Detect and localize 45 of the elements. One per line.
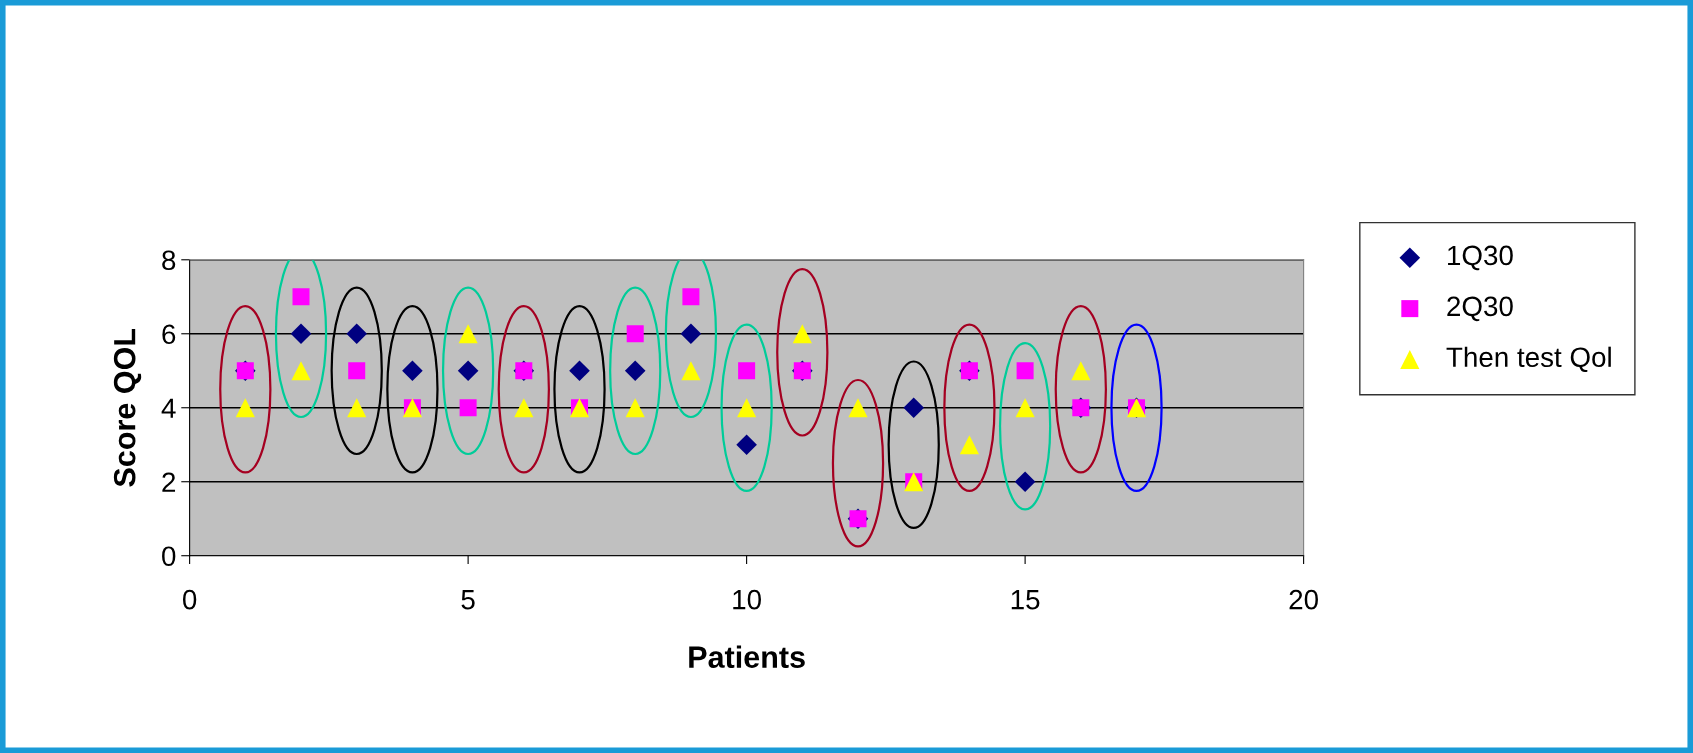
x-axis-title: Patients (689, 645, 805, 668)
point (457, 360, 479, 382)
legend-label: Then test Qol (1446, 346, 1611, 373)
y-tick-label: 6 (162, 324, 176, 345)
point (959, 435, 979, 455)
point (736, 434, 757, 456)
legend-label: 2Q30 (1447, 296, 1513, 322)
y-axis-title: Score QOL (113, 328, 142, 487)
point (402, 360, 423, 382)
point (1015, 398, 1035, 418)
point (792, 324, 812, 344)
point (291, 361, 311, 381)
x-tick-label: 10 (733, 589, 761, 610)
point (290, 323, 312, 345)
point (458, 324, 478, 344)
point (569, 360, 590, 382)
point (235, 398, 255, 418)
point (681, 361, 701, 381)
point (514, 398, 534, 418)
point (1016, 362, 1034, 380)
point (624, 360, 646, 382)
point (625, 398, 645, 418)
point (682, 288, 700, 306)
point (1071, 361, 1091, 381)
point (346, 323, 368, 345)
point (1014, 471, 1036, 493)
point (680, 323, 702, 345)
point (737, 398, 757, 418)
y-tick-label: 2 (162, 472, 176, 492)
x-tick-label: 5 (461, 590, 475, 610)
x-tick-label: 15 (1011, 590, 1040, 610)
point (738, 362, 756, 380)
point (903, 397, 925, 419)
point (848, 398, 868, 418)
x-tick-label: 20 (1289, 589, 1318, 610)
legend-label: 1Q30 (1448, 245, 1513, 271)
point (348, 362, 366, 380)
y-tick-label: 0 (162, 546, 176, 567)
point (459, 399, 477, 417)
y-tick-label: 4 (161, 398, 176, 418)
y-tick-label: 8 (162, 250, 176, 271)
point (626, 325, 644, 343)
x-tick-label: 0 (182, 589, 197, 610)
point (347, 398, 367, 418)
point (292, 288, 310, 306)
